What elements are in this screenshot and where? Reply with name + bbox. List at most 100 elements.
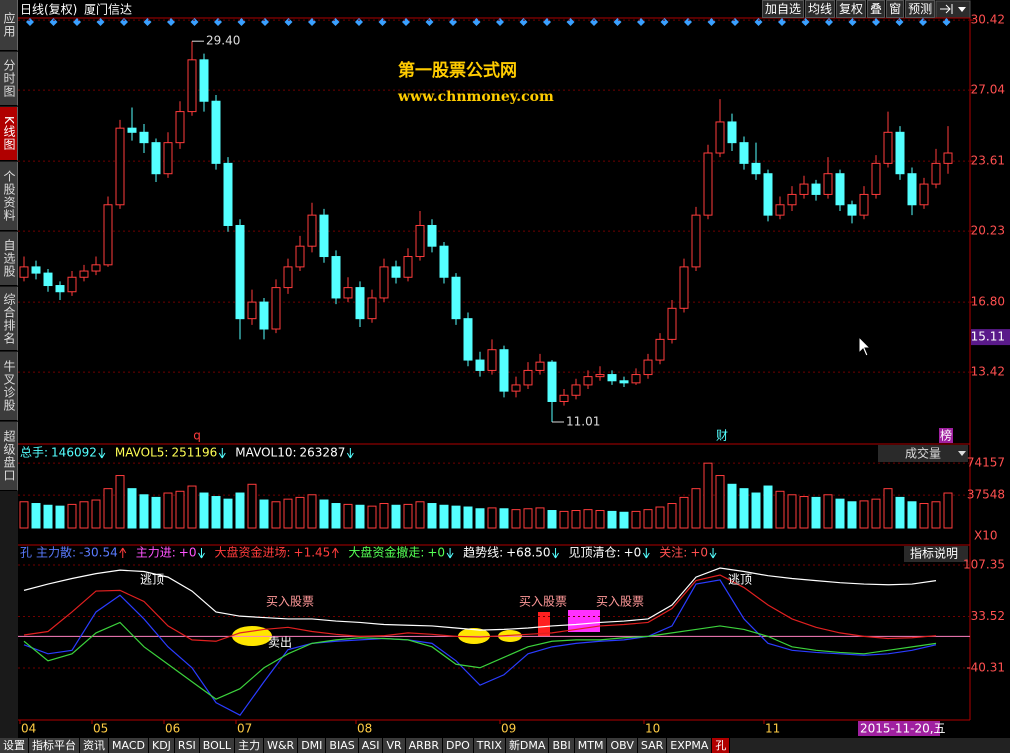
tool-button[interactable]: 均线 <box>805 0 836 18</box>
signal-diamond <box>519 18 528 26</box>
candle-body <box>223 162 233 226</box>
bottom-tab[interactable]: OBV <box>607 738 638 753</box>
candle-body <box>559 394 569 402</box>
candle-body <box>823 173 833 195</box>
side-tab[interactable]: 牛叉诊股 <box>0 352 18 421</box>
bottom-tab[interactable]: BIAS <box>326 738 359 753</box>
bottom-tab[interactable]: TRIX <box>473 738 506 753</box>
bottom-tab[interactable]: 新DMA <box>505 738 550 753</box>
volume-bar <box>355 504 365 529</box>
y-tick-label: 16.80 <box>971 295 1005 309</box>
cursor-price-bg <box>971 329 1010 346</box>
bottom-tab[interactable]: EXPMA <box>667 738 713 753</box>
candle-body <box>487 349 497 371</box>
bottom-tab[interactable]: MACD <box>109 738 149 753</box>
side-tab[interactable]: K线图 <box>0 107 18 161</box>
signal-bar <box>538 612 550 636</box>
bottom-tabs: 设置 指标平台 资讯 MACD KDJ RSI BOLL 主力 W&R DMI BIAS ASI VR A… <box>0 738 1010 753</box>
tool-button[interactable]: 加自选 <box>762 0 805 18</box>
volume-title[interactable]: 成交量 <box>905 446 941 461</box>
bottom-tab[interactable]: BOLL <box>199 738 236 753</box>
trend-arrow <box>119 547 127 558</box>
side-tab[interactable]: 个股资料 <box>0 162 18 231</box>
volume-bar <box>511 509 521 529</box>
candle-body <box>799 183 809 195</box>
volume-bar <box>655 506 665 529</box>
volume-bar <box>379 503 389 529</box>
side-tab[interactable]: 综合排名 <box>0 287 18 351</box>
bottom-tab[interactable]: ARBR <box>405 738 444 753</box>
side-tab[interactable]: 自选股 <box>0 232 18 286</box>
bottom-tab[interactable]: 指标平台 <box>29 738 80 753</box>
legend-value: +0 <box>690 546 708 560</box>
candle-body <box>835 173 845 206</box>
help-text[interactable]: 指标说明 <box>910 546 958 561</box>
bottom-tab[interactable]: BBI <box>549 738 575 753</box>
signal-diamond <box>660 18 669 26</box>
volume-bar <box>799 496 809 529</box>
y-tick-label: 37548 <box>967 488 1005 502</box>
indicator-line <box>23 621 937 700</box>
signal-diamond <box>190 18 199 26</box>
annotation: 买入股票 <box>596 595 644 609</box>
volume-bar <box>919 503 929 529</box>
menu-icon <box>958 7 966 12</box>
annotation: 买入股票 <box>519 595 567 609</box>
bottom-tab[interactable]: 资讯 <box>80 738 109 753</box>
tool-button[interactable]: 预测 <box>905 0 936 18</box>
candle-body <box>943 152 953 164</box>
tool-button[interactable]: 窗 <box>886 0 905 18</box>
volume-bar <box>643 509 653 529</box>
volume-bar <box>79 501 89 529</box>
bottom-tab[interactable]: W&R <box>264 738 299 753</box>
tool-button[interactable]: 复权 <box>836 0 867 18</box>
help-button[interactable] <box>904 546 968 562</box>
signal-diamond <box>590 18 598 26</box>
volume-bar <box>943 492 953 529</box>
mouse-cursor <box>858 335 872 357</box>
bottom-tab[interactable]: VR <box>383 738 406 753</box>
bottom-tab[interactable]: ASI <box>358 738 384 753</box>
volume-bar <box>103 488 113 529</box>
bottom-tab[interactable]: DPO <box>443 738 474 753</box>
candle-body <box>667 307 677 340</box>
signal-diamond <box>754 18 763 26</box>
legend-name: 见顶清仓: <box>569 546 621 560</box>
y-tick-label: -40.31 <box>966 660 1005 674</box>
bottom-tab[interactable]: DMI <box>298 738 327 753</box>
volume-bar <box>703 462 713 529</box>
tool-button[interactable]: 叠 <box>867 0 886 18</box>
bottom-tab[interactable]: MTM <box>574 738 608 753</box>
bottom-tab[interactable]: RSI <box>174 738 200 753</box>
y-tick-label: 74157 <box>967 456 1005 470</box>
watermark: 第一股票公式网 <box>398 60 517 81</box>
candle-body <box>355 287 365 320</box>
side-tab[interactable]: 超级盘口 <box>0 422 18 491</box>
candle-body <box>607 374 617 382</box>
bottom-tab[interactable]: 主力 <box>235 738 265 753</box>
candle-body <box>259 301 269 330</box>
bottom-tab[interactable]: SAR <box>637 738 668 753</box>
side-tab[interactable]: 应用 <box>0 0 18 51</box>
signal-diamond <box>895 18 904 26</box>
volume-bar <box>55 505 65 529</box>
volume-bar <box>811 496 821 529</box>
candle-body <box>175 111 185 144</box>
candle-body <box>403 256 413 278</box>
volume-select[interactable] <box>878 445 968 462</box>
bottom-tab[interactable]: 孔 <box>712 738 731 753</box>
volume-bar <box>223 498 233 529</box>
volume-bar <box>415 501 425 529</box>
side-tab[interactable]: 分时图 <box>0 52 18 106</box>
marker-bg <box>939 428 953 443</box>
candle-body <box>343 287 353 299</box>
trend-arrow <box>331 547 339 558</box>
volume-bar <box>427 503 437 529</box>
candle-body <box>691 214 701 268</box>
bottom-tab[interactable]: 设置 <box>0 738 29 753</box>
bottom-tab[interactable]: KDJ <box>148 738 175 753</box>
annotation: 卖出 <box>268 636 292 650</box>
candle-body <box>283 266 293 289</box>
candle-body <box>199 59 209 102</box>
